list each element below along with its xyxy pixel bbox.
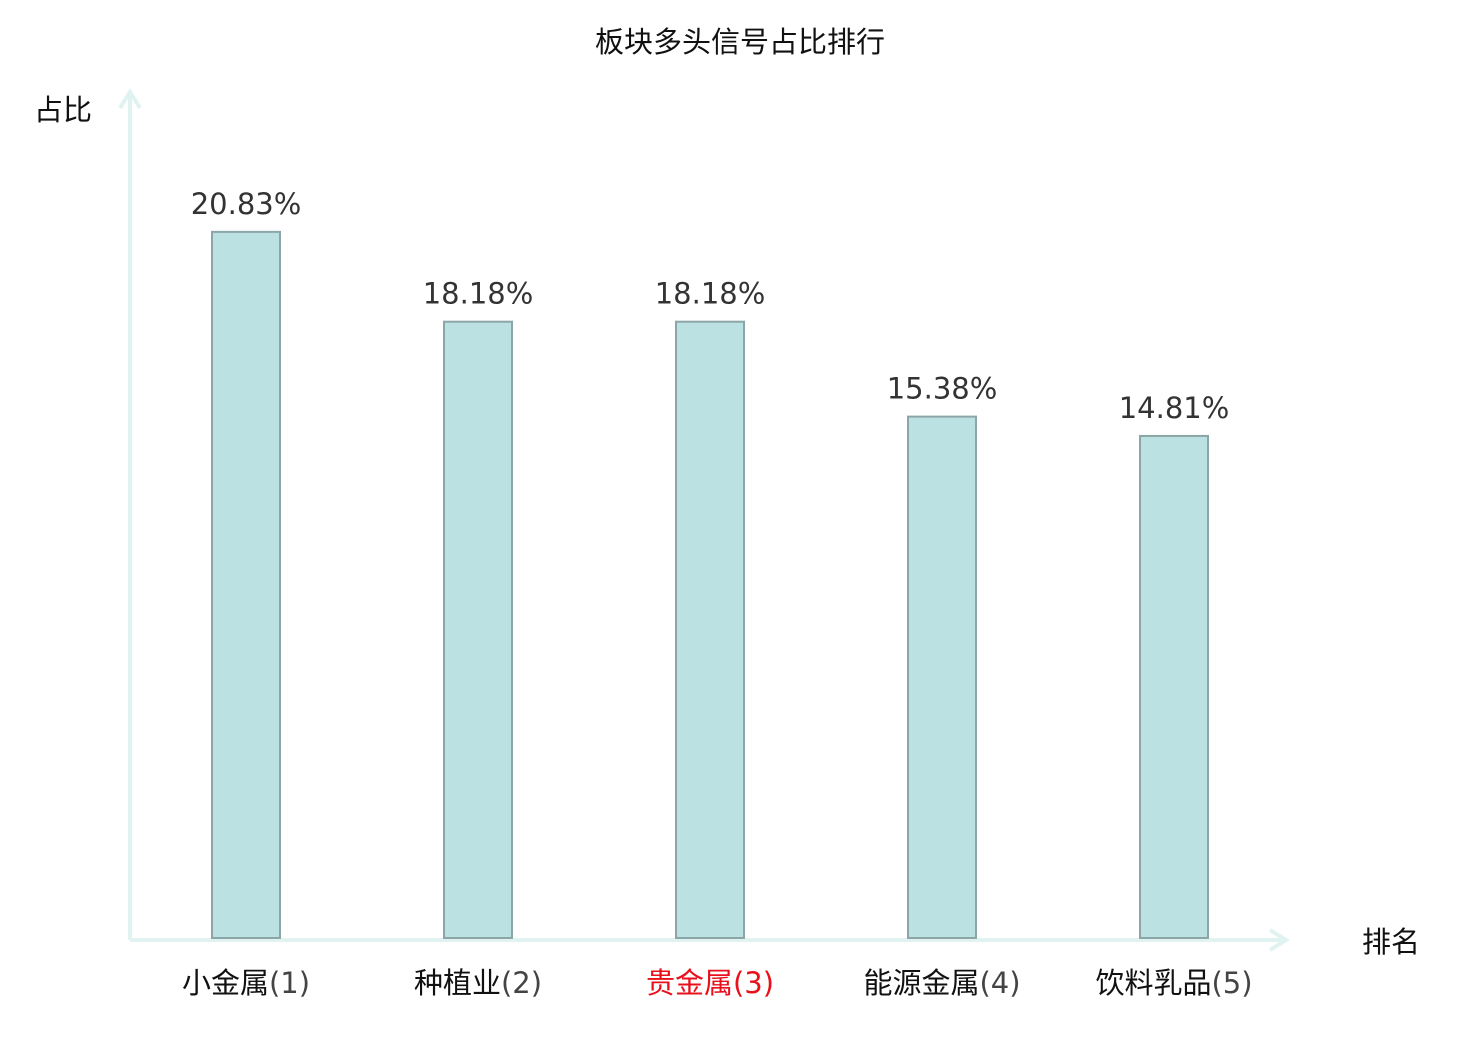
category-label: 种植业(2)	[414, 966, 542, 1000]
bar	[907, 415, 977, 940]
bar-value-label: 18.18%	[423, 277, 534, 311]
category-label: 小金属(1)	[182, 966, 310, 1000]
category-label: 能源金属(4)	[863, 966, 1020, 1000]
bar-value-label: 18.18%	[655, 277, 766, 311]
category-label: 饮料乳品(5)	[1095, 966, 1252, 1000]
y-axis-arrow-icon	[118, 88, 142, 110]
bar	[1139, 434, 1209, 939]
category-rank: (2)	[501, 966, 542, 1000]
x-axis: 排名	[130, 925, 1420, 959]
category-name: 种植业	[414, 966, 501, 1000]
category-name: 小金属	[182, 966, 269, 1000]
category-rank: (5)	[1211, 966, 1252, 1000]
chart-title: 板块多头信号占比排行	[595, 25, 885, 59]
bar	[443, 320, 513, 939]
category-label: 贵金属(3)	[646, 966, 774, 1000]
bar	[675, 320, 745, 939]
category-name: 能源金属	[863, 966, 979, 1000]
y-axis: 占比	[34, 88, 142, 940]
y-axis-label: 占比	[34, 93, 92, 127]
category-name: 饮料乳品	[1095, 966, 1211, 1000]
bar-value-label: 15.38%	[887, 372, 998, 406]
x-axis-label: 排名	[1362, 925, 1420, 959]
category-labels-group: 小金属(1) 种植业(2) 贵金属(3) 能源金属(4) 饮料乳品(5)	[182, 966, 1253, 1000]
bars-group	[211, 230, 1209, 940]
bar-value-label: 14.81%	[1119, 391, 1230, 425]
category-rank: (3)	[733, 966, 774, 1000]
bar-value-label: 20.83%	[191, 187, 302, 221]
category-rank: (4)	[979, 966, 1020, 1000]
category-name: 贵金属	[646, 966, 733, 1000]
x-axis-arrow-icon	[1268, 928, 1290, 952]
bar	[211, 230, 281, 940]
value-labels-group: 20.83% 18.18% 18.18% 15.38% 14.81%	[191, 187, 1230, 425]
category-rank: (1)	[269, 966, 310, 1000]
